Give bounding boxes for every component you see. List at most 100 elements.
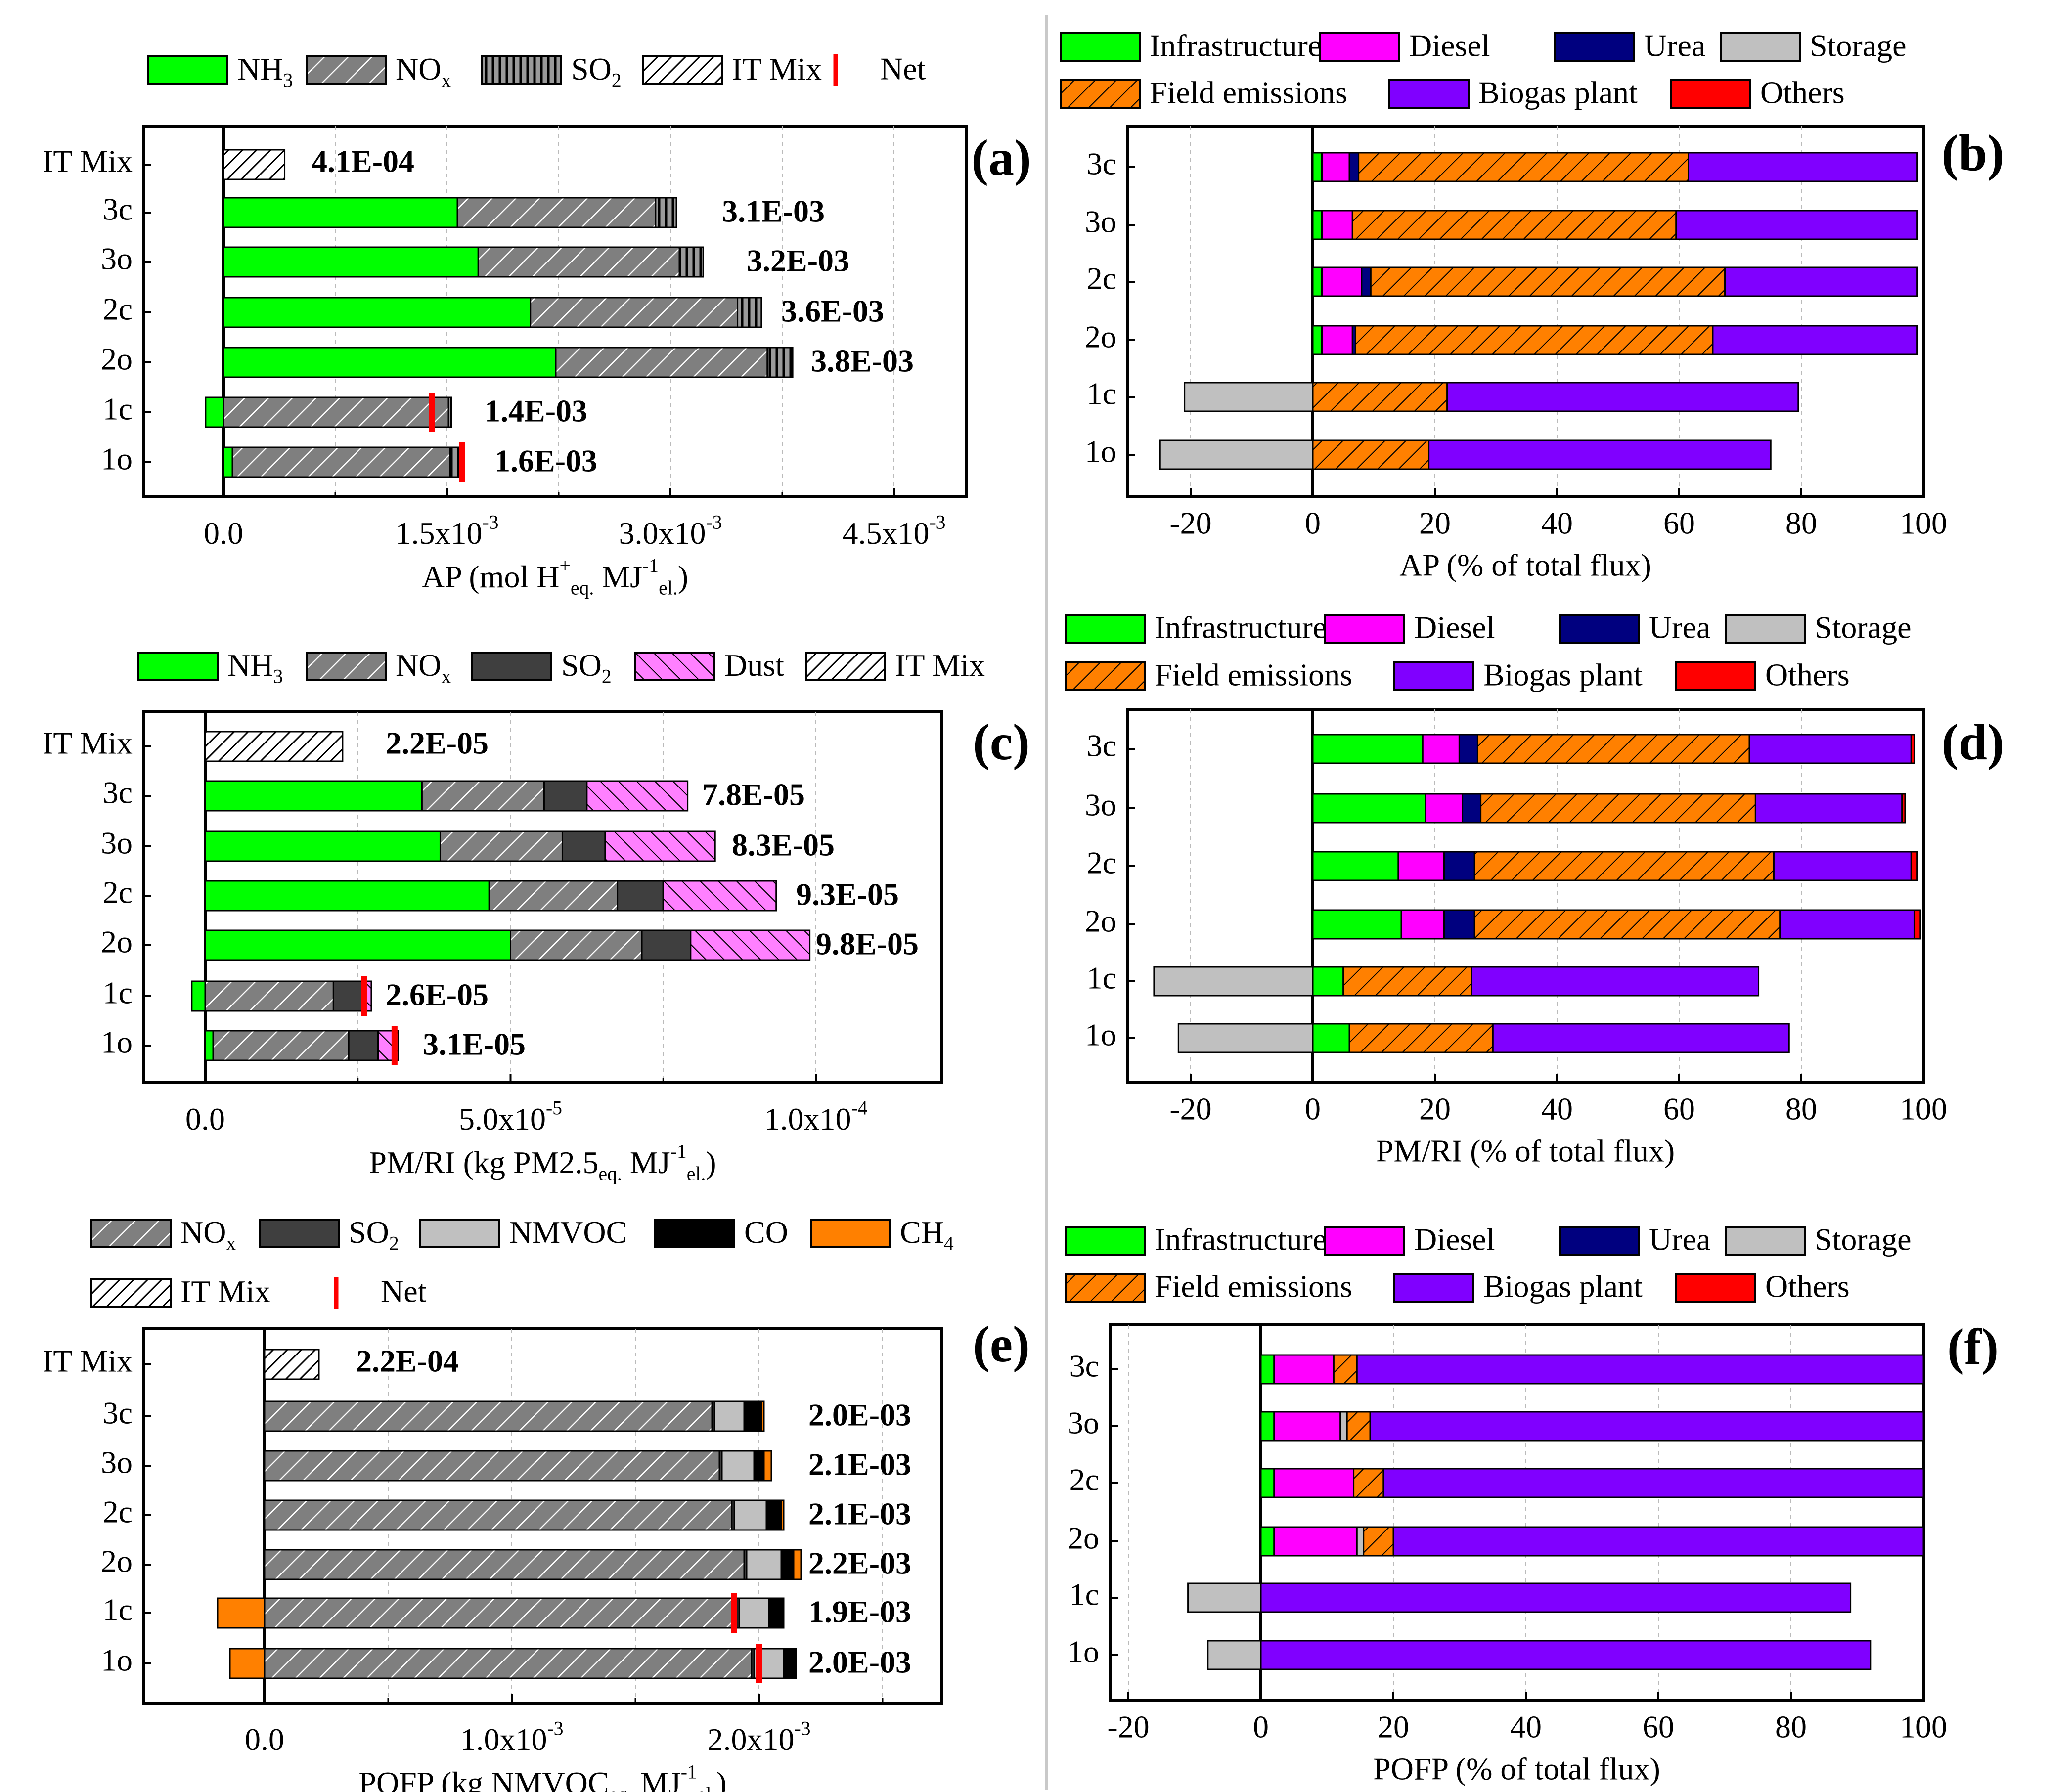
y-tick-label: IT Mix xyxy=(43,144,133,179)
legend-label: Storage xyxy=(1810,28,1907,63)
bar-nox xyxy=(555,347,768,378)
legend-swatch xyxy=(471,652,552,681)
bar-diesel xyxy=(1321,152,1350,182)
legend-swatch xyxy=(1065,1226,1146,1256)
data-label: 3.1E-05 xyxy=(423,1027,526,1062)
x-tick-label: 0.0 xyxy=(204,516,243,551)
x-tick-label: 0 xyxy=(1305,1092,1321,1127)
bar-biogas-plant xyxy=(1688,152,1918,182)
chart-e: 0.0 1.0x10-3 2.0x10-3 POFP (kg NMVOCeq. MJ-… xyxy=(43,1215,1030,1792)
bar-storage xyxy=(1177,1023,1314,1053)
data-label: 7.8E-05 xyxy=(702,777,805,812)
bar-field-emissions xyxy=(1348,1023,1494,1053)
bar-infrastructure xyxy=(1312,266,1323,297)
bar-biogas-plant xyxy=(1356,1354,1924,1385)
x-tick-label: 0.0 xyxy=(185,1101,225,1136)
legend-swatch xyxy=(1554,32,1635,62)
legend-label: NH3 xyxy=(237,51,293,91)
y-tick-label: 2c xyxy=(1070,1462,1099,1497)
bar-so2 xyxy=(561,830,606,862)
y-tick-label: 3c xyxy=(103,192,133,227)
x-tick-label: -20 xyxy=(1169,1092,1211,1127)
data-label: 1.9E-03 xyxy=(808,1594,911,1629)
legend-swatch xyxy=(306,55,387,85)
x-tick-label: 80 xyxy=(1785,1092,1817,1127)
bar-co xyxy=(768,1597,785,1629)
legend-swatch xyxy=(805,652,886,681)
y-tick-label: 1o xyxy=(101,1643,133,1678)
legend-label: Biogas plant xyxy=(1483,657,1643,693)
bar-it-mix xyxy=(264,1349,320,1380)
y-tick-label: 2o xyxy=(101,924,133,960)
y-tick-label: 2c xyxy=(1087,261,1116,296)
panel-label: (c) xyxy=(973,714,1029,771)
bar-infrastructure xyxy=(1260,1411,1275,1442)
x-tick-label: 4.5x10-3 xyxy=(842,512,945,551)
bar-nh3 xyxy=(223,446,233,478)
bar-field-emissions xyxy=(1342,966,1472,997)
x-axis-label: PM/RI (kg PM2.5eq. MJ-1el.) xyxy=(369,1141,716,1185)
bar-nmvoc xyxy=(738,1597,770,1629)
legend-label: Urea xyxy=(1644,28,1705,63)
y-tick-label: 3o xyxy=(1085,787,1116,823)
legend-swatch xyxy=(1324,614,1405,644)
legend-label: Field emissions xyxy=(1155,1269,1352,1304)
bar-field-emissions xyxy=(1351,210,1677,240)
bar-storage xyxy=(1339,1411,1348,1442)
y-tick-label: 2c xyxy=(103,875,133,910)
y-tick-label: 3o xyxy=(101,1445,133,1480)
legend-swatch xyxy=(1060,32,1141,62)
y-tick-label: 3c xyxy=(103,775,133,810)
bar-nox xyxy=(488,880,619,912)
legend-label: Biogas plant xyxy=(1478,75,1638,110)
bar-nh3 xyxy=(223,246,479,278)
bar-diesel xyxy=(1273,1411,1341,1442)
bar-ch4 xyxy=(780,1499,785,1531)
bar-field-emissions xyxy=(1353,1468,1384,1498)
bar-biogas-plant xyxy=(1675,210,1918,240)
legend-label: NOx xyxy=(180,1215,236,1255)
bar-biogas-plant xyxy=(1446,382,1799,412)
x-tick-label: 1.0x10-3 xyxy=(460,1718,563,1757)
bar-it-mix xyxy=(223,149,286,180)
bar-diesel xyxy=(1273,1526,1358,1557)
bar-co xyxy=(780,1549,795,1580)
legend-swatch xyxy=(147,55,228,85)
y-tick-label: 1o xyxy=(1085,434,1116,469)
bar-so2 xyxy=(332,980,364,1012)
bar-nox xyxy=(477,246,680,278)
legend-swatch xyxy=(1065,661,1146,691)
bar-nox xyxy=(264,1549,745,1580)
x-tick-label: 5.0x10-5 xyxy=(459,1097,562,1136)
y-tick-label: 1c xyxy=(1087,961,1116,996)
bar-field-emissions xyxy=(1312,439,1430,470)
y-tick-label: 3o xyxy=(101,826,133,861)
bar-nh3 xyxy=(204,780,423,812)
legend-swatch xyxy=(1393,661,1474,691)
data-label: 2.0E-03 xyxy=(808,1645,911,1680)
bar-ch4 xyxy=(760,1400,765,1432)
legend-label: NH3 xyxy=(227,648,283,688)
bar-it-mix xyxy=(204,731,344,762)
bar-storage xyxy=(1153,966,1314,997)
panel-label: (d) xyxy=(1941,714,2004,771)
bar-nox xyxy=(223,396,449,428)
bar-infrastructure xyxy=(1312,793,1426,824)
bar-infrastructure xyxy=(1312,851,1399,881)
y-tick-label: 2c xyxy=(103,292,133,327)
bar-diesel xyxy=(1422,734,1460,764)
bar-dust xyxy=(662,880,777,912)
bar-nox xyxy=(264,1597,738,1629)
legend-label: CH4 xyxy=(900,1215,954,1255)
bar-so2 xyxy=(543,780,588,812)
bar-storage xyxy=(1159,439,1314,470)
chart-a: 0.0 1.5x10-3 3.0x10-3 4.5x10-3 AP (mol H+eq.… xyxy=(43,51,1031,599)
bar-infrastructure xyxy=(1312,325,1323,355)
chart-f: -20 0 20 40 60 80 100 POFP (% of total flux) 3c 3… xyxy=(1065,1222,1999,1787)
bar-ch4 xyxy=(763,1450,772,1482)
bar-field-emissions xyxy=(1480,793,1756,824)
bar-field-emissions xyxy=(1370,266,1726,297)
x-tick-label: 20 xyxy=(1419,506,1451,541)
bar-urea xyxy=(1443,909,1475,940)
bar-nh3 xyxy=(204,880,490,912)
